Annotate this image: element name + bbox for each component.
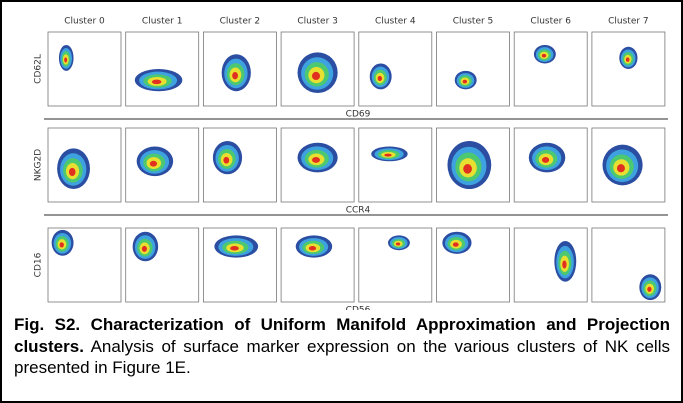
plot-panel	[358, 31, 433, 107]
density-contour	[541, 53, 547, 58]
density-contour	[59, 242, 64, 248]
density-contour	[64, 57, 68, 63]
plot-panel	[125, 31, 200, 107]
cluster-label: Cluster 4	[375, 17, 416, 27]
density-contour	[308, 246, 317, 251]
cluster-label: Cluster 6	[530, 17, 571, 27]
cluster-label: Cluster 3	[297, 17, 338, 27]
caption-body: Analysis of surface marker expression on…	[14, 336, 670, 378]
y-axis-label: CD16	[34, 252, 44, 277]
density-contour	[616, 164, 625, 173]
x-axis-label: CD56	[346, 306, 371, 311]
density-contour	[149, 160, 158, 167]
cluster-label: Cluster 2	[220, 17, 261, 27]
density-contour	[462, 79, 468, 84]
cluster-label: Cluster 7	[608, 17, 649, 27]
x-axis-label: CCR4	[346, 206, 371, 216]
caption-label: Fig. S2.	[14, 315, 81, 334]
density-contour	[68, 167, 76, 177]
caption-title: Characterization of Uniform Manifold App…	[14, 315, 670, 356]
density-contour	[377, 75, 383, 82]
density-contour	[141, 245, 147, 252]
density-contour	[541, 157, 550, 163]
y-axis-label: NKG2D	[34, 149, 44, 181]
density-contour	[625, 57, 630, 62]
density-contour	[223, 156, 230, 164]
density-contour	[232, 71, 239, 80]
plot-panel	[513, 227, 588, 303]
y-axis-label: CD62L	[34, 54, 44, 84]
density-contour	[151, 79, 162, 85]
figure-panels: Cluster 0 Cluster 1 Cluster 2 Cluster 3 Clus…	[34, 17, 668, 311]
plot-panel	[436, 31, 510, 107]
density-contour	[230, 246, 239, 251]
x-axis-label: CD69	[346, 110, 371, 120]
density-contour	[384, 153, 392, 157]
plot-panel	[47, 31, 122, 107]
density-contour	[463, 164, 472, 174]
figure-caption: Fig. S2. Characterization of Uniform Man…	[14, 314, 670, 379]
density-contour	[562, 260, 567, 269]
density-contour	[311, 157, 321, 163]
density-contour	[452, 242, 459, 247]
cluster-label: Cluster 1	[142, 17, 183, 27]
cluster-label: Cluster 0	[64, 17, 105, 27]
plot-panel	[358, 127, 433, 203]
density-contour	[311, 71, 321, 81]
cluster-label: Cluster 5	[453, 17, 494, 27]
density-contour	[647, 286, 652, 292]
plot-panel	[513, 31, 588, 107]
density-contour	[395, 242, 401, 246]
